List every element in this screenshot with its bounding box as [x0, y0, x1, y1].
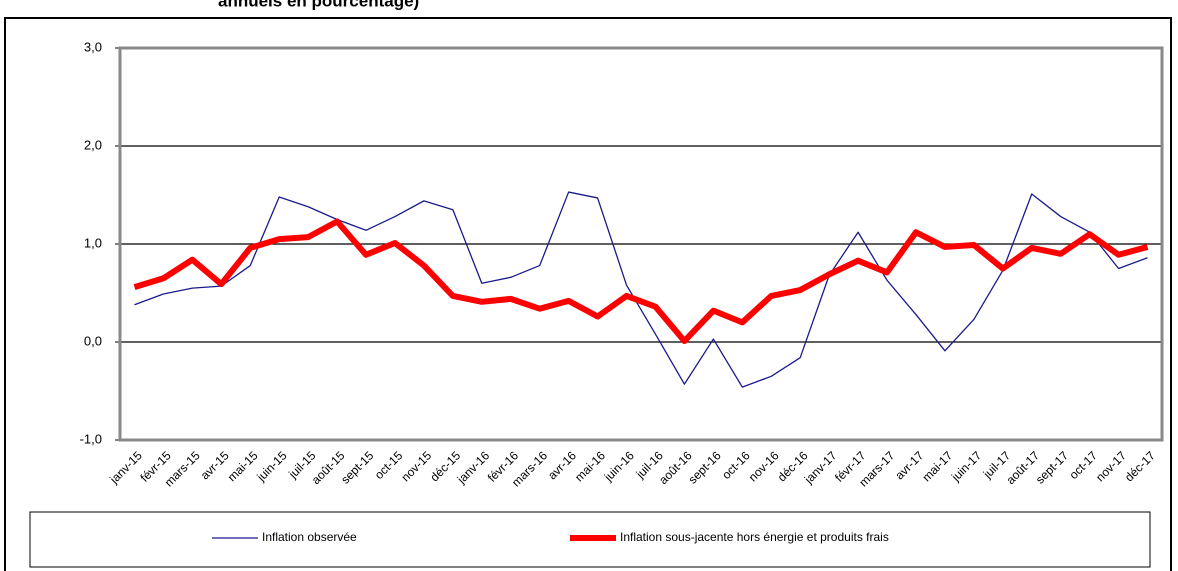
plot-border: [118, 46, 1164, 442]
x-tick-label: déc-17: [1122, 448, 1158, 484]
x-tick-label: mai-16: [572, 448, 608, 484]
x-tick-label: nov-17: [1093, 448, 1129, 484]
legend-label: Inflation sous-jacente hors énergie et p…: [620, 530, 889, 544]
x-tick-label: sept-17: [1033, 448, 1071, 486]
y-tick-label: -1,0: [80, 431, 102, 446]
chart-title: annuels en pourcentage): [218, 0, 419, 10]
series-line: [134, 191, 1148, 388]
x-tick-label: janv-15: [106, 448, 145, 487]
legend-box: [29, 511, 1151, 568]
x-tick-label: juin-16: [601, 448, 637, 484]
y-tick-label: 3,0: [84, 39, 102, 54]
x-tick-label: mai-15: [225, 448, 261, 484]
x-tick-label: janv-16: [454, 448, 493, 487]
x-tick-label: mai-17: [919, 448, 955, 484]
x-tick-label: sept-15: [338, 448, 376, 486]
x-tick-label: sept-16: [686, 448, 724, 486]
series-line: [133, 218, 1149, 345]
x-tick-label: janv-17: [801, 448, 840, 487]
x-tick-label: nov-16: [746, 448, 782, 484]
y-tick-label: 2,0: [84, 137, 102, 152]
y-tick-label: 0,0: [84, 333, 102, 348]
outer-frame: [4, 17, 1172, 571]
x-tick-label: juin-15: [253, 448, 289, 484]
y-tick-label: 1,0: [84, 235, 102, 250]
x-tick-label: juin-17: [948, 448, 984, 484]
x-tick-label: nov-15: [398, 448, 434, 484]
legend-label: Inflation observée: [262, 530, 357, 544]
